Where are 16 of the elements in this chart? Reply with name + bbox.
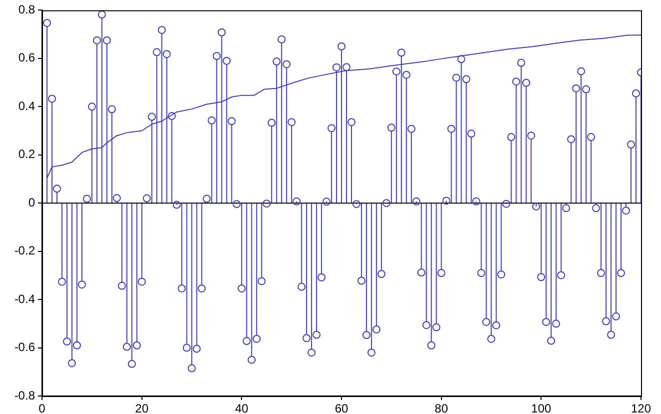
x-tick-label: 60 xyxy=(334,402,348,414)
x-tick-label: 40 xyxy=(234,402,249,414)
x-tick-label: 20 xyxy=(135,402,149,414)
x-tick-label: 0 xyxy=(38,402,46,414)
y-tick-label: 0.2 xyxy=(18,147,36,162)
y-tick-label: 0 xyxy=(28,195,36,210)
y-tick-label: -0.6 xyxy=(14,340,36,354)
y-tick-label: -0.4 xyxy=(14,292,36,306)
y-tick-label: 0.6 xyxy=(18,50,36,65)
x-tick-label: 80 xyxy=(434,402,448,414)
x-tick-label: 120 xyxy=(630,402,652,414)
y-tick-label: 0.4 xyxy=(18,98,36,113)
y-tick-label: -0.2 xyxy=(14,244,36,258)
y-tick-label: 0.8 xyxy=(18,2,36,17)
x-tick-label: 100 xyxy=(531,402,552,414)
y-tick-label: -0.8 xyxy=(14,388,36,402)
